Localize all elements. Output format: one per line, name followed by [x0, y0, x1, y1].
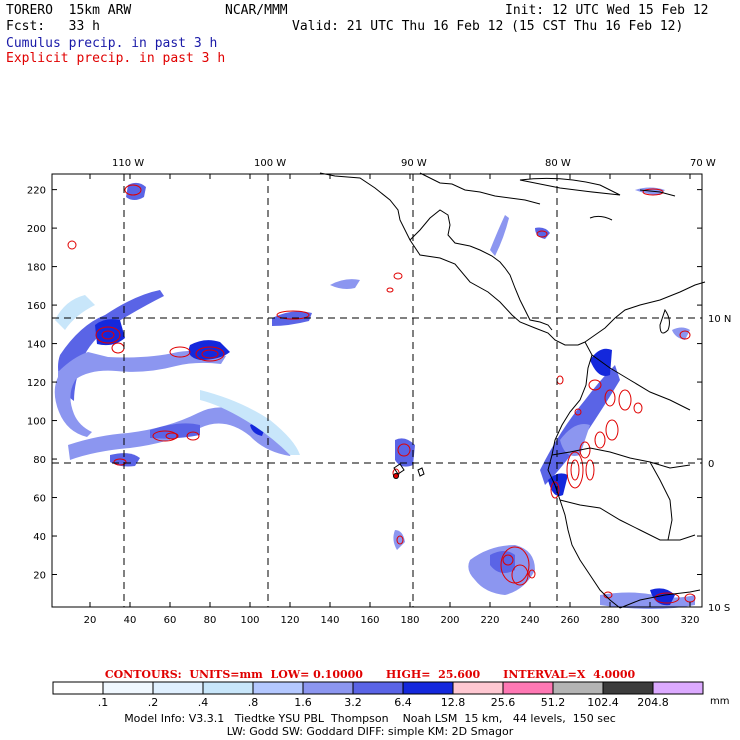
- x-tick-label: 180: [400, 615, 419, 626]
- valid-time: Valid: 21 UTC Thu 16 Feb 12 (15 CST Thu …: [292, 19, 684, 34]
- color-bar-segment: [652, 681, 704, 695]
- lon-label: 70 W: [690, 158, 716, 169]
- color-bar-label: .2: [147, 696, 159, 709]
- y-tick-label: 160: [27, 301, 46, 312]
- color-bar: [52, 681, 704, 695]
- lon-label: 80 W: [545, 158, 571, 169]
- model-title: TORERO 15km ARW: [6, 3, 132, 18]
- x-tick-label: 100: [240, 615, 259, 626]
- color-bar-segment: [352, 681, 404, 695]
- color-bar-label: 1.6: [294, 696, 312, 709]
- lon-label: 110 W: [112, 158, 144, 169]
- x-tick-label: 280: [600, 615, 619, 626]
- physics-info: LW: Godd SW: Goddard DIFF: simple KM: 2D…: [226, 725, 514, 738]
- lat-label: 10 N: [708, 314, 731, 325]
- y-tick-label: 40: [33, 532, 46, 543]
- x-tick-label: 140: [320, 615, 339, 626]
- latitude-labels: 10 N 0 10 S: [708, 314, 731, 614]
- x-tick-label: 260: [560, 615, 579, 626]
- color-bar-segment: [602, 681, 654, 695]
- color-bar-label: 12.8: [440, 696, 466, 709]
- longitude-labels: 110 W 100 W 90 W 80 W 70 W: [112, 158, 716, 169]
- org-label: NCAR/MMM: [225, 3, 288, 18]
- coastlines: [319, 172, 706, 609]
- x-tick-label: 320: [680, 615, 699, 626]
- map-frame: [51, 173, 703, 608]
- color-bar-label: .4: [197, 696, 209, 709]
- y-tick-label: 200: [27, 224, 46, 235]
- y-tick-label: 220: [27, 186, 46, 197]
- cumulus-legend: Cumulus precip. in past 3 h: [6, 36, 218, 51]
- lon-label: 90 W: [401, 158, 427, 169]
- explicit-precip-contours: [67, 184, 696, 604]
- y-tick-label: 80: [33, 455, 46, 466]
- init-time: Init: 12 UTC Wed 15 Feb 12: [505, 3, 709, 18]
- x-tick-label: 240: [520, 615, 539, 626]
- lon-label: 100 W: [254, 158, 286, 169]
- x-tick-label: 80: [204, 615, 217, 626]
- color-bar-segment: [552, 681, 604, 695]
- contour-info: CONTOURS: UNITS=mm LOW= 0.10000 HIGH= 25…: [104, 668, 636, 681]
- color-bar-unit: mm: [710, 696, 730, 707]
- color-bar-segment: [452, 681, 504, 695]
- color-bar-segment: [502, 681, 554, 695]
- color-bar-segment: [52, 681, 104, 695]
- color-bar-label: 25.6: [490, 696, 516, 709]
- color-bar-segment: [302, 681, 354, 695]
- y-tick-label: 20: [33, 571, 46, 582]
- color-bar-segment: [252, 681, 304, 695]
- y-tick-label: 60: [33, 494, 46, 505]
- dark-contours: [393, 473, 399, 479]
- color-bar-label: 102.4: [587, 696, 619, 709]
- x-tick-labels: 20 40 60 80 100 120 140 160 180 200 220 240 260 280 30…: [84, 615, 700, 626]
- color-bar-segment: [202, 681, 254, 695]
- color-bar-label: .1: [97, 696, 109, 709]
- color-bar-segment: [152, 681, 204, 695]
- graticule: [52, 174, 702, 607]
- x-tick-label: 300: [640, 615, 659, 626]
- explicit-legend: Explicit precip. in past 3 h: [6, 51, 226, 66]
- lat-label: 0: [708, 459, 714, 470]
- x-tick-label: 160: [360, 615, 379, 626]
- forecast-hour: Fcst: 33 h: [6, 19, 100, 34]
- y-tick-labels: 20 40 60 80 100 120 140 160 180 200 220: [27, 186, 46, 582]
- x-tick-label: 220: [480, 615, 499, 626]
- x-tick-label: 20: [84, 615, 97, 626]
- y-tick-label: 180: [27, 263, 46, 274]
- color-bar-segment: [402, 681, 454, 695]
- cumulus-precip-shading: [54, 182, 695, 609]
- x-tick-label: 120: [280, 615, 299, 626]
- color-bar-label: 6.4: [394, 696, 412, 709]
- x-tick-label: 200: [440, 615, 459, 626]
- y-tick-label: 120: [27, 378, 46, 389]
- y-tick-label: 100: [27, 417, 46, 428]
- color-bar-label: 3.2: [344, 696, 362, 709]
- y-tick-label: 140: [27, 340, 46, 351]
- color-bar-segment: [102, 681, 154, 695]
- color-bar-label: .8: [247, 696, 259, 709]
- color-bar-label: 204.8: [637, 696, 669, 709]
- color-bar-label: 51.2: [540, 696, 566, 709]
- x-tick-label: 40: [124, 615, 137, 626]
- axis-ticks: [52, 174, 702, 607]
- model-info: Model Info: V3.3.1 Tiedtke YSU PBL Thomp…: [124, 712, 616, 725]
- x-tick-label: 60: [164, 615, 177, 626]
- lat-label: 10 S: [708, 603, 730, 614]
